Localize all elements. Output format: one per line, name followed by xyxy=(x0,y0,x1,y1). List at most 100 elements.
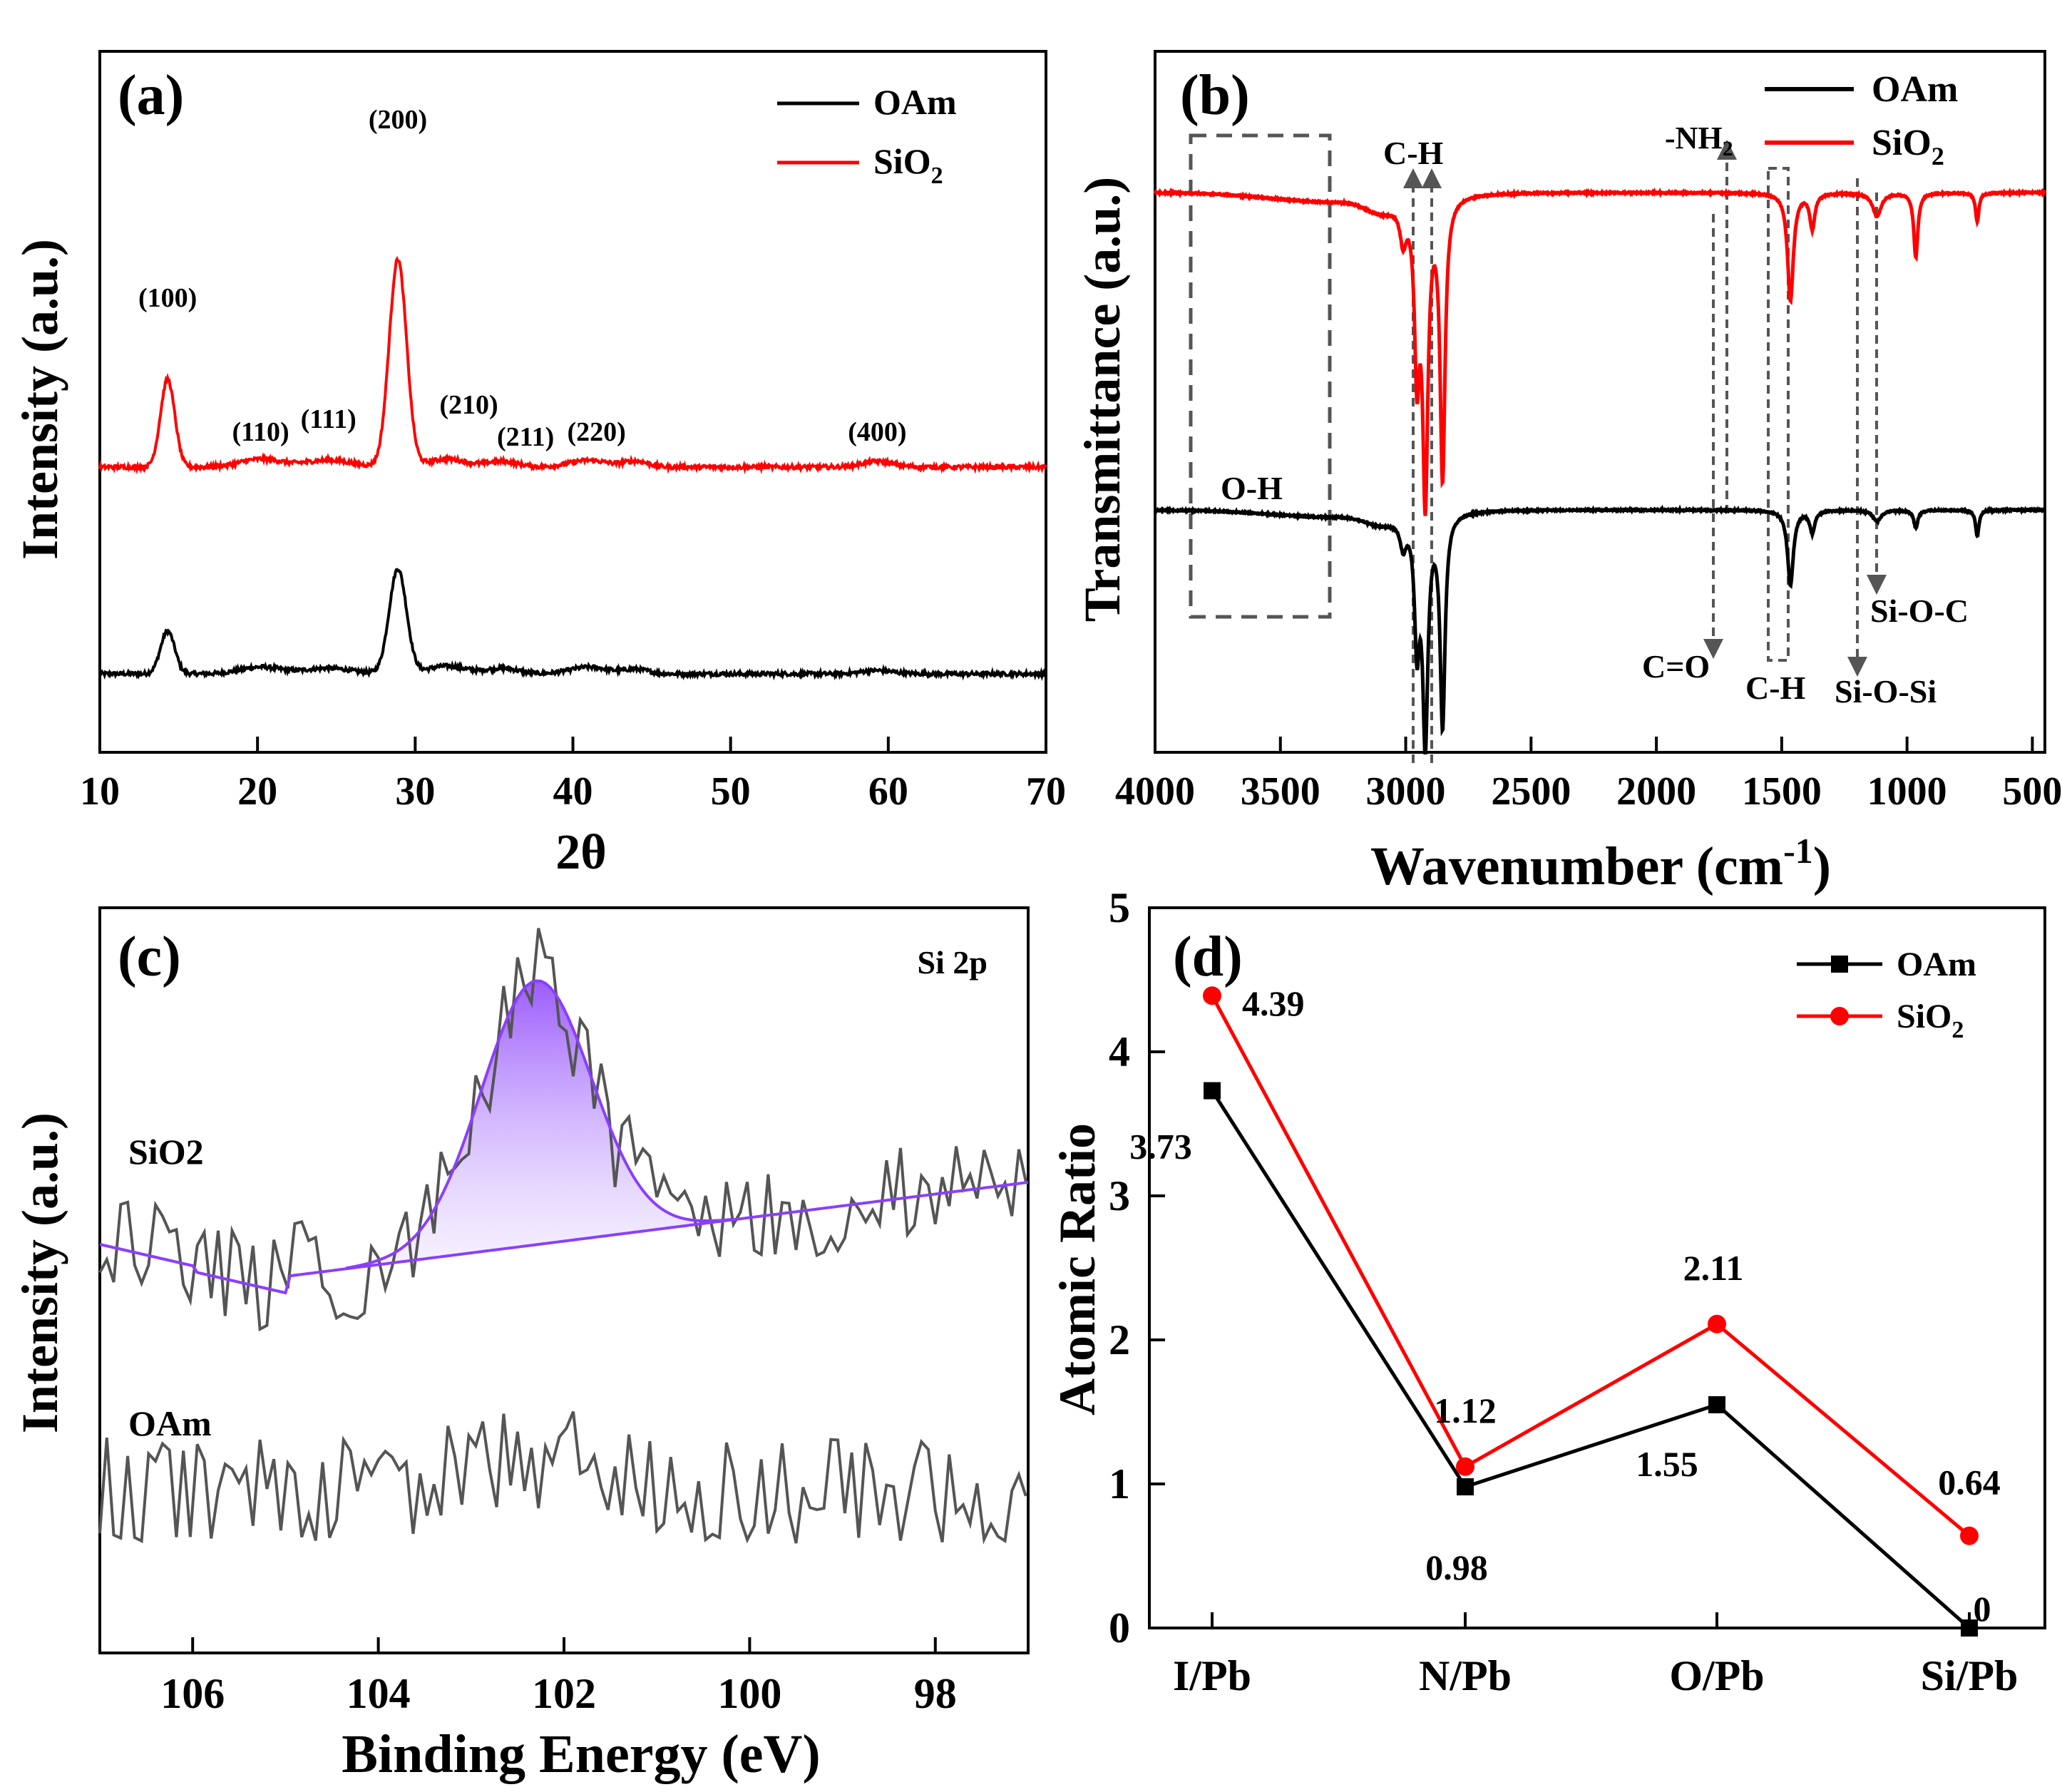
panel-c-fit-peak-area xyxy=(364,981,713,1266)
peak-label: (200) xyxy=(369,105,427,135)
panel-c-label: (c) xyxy=(118,926,181,988)
band-label-sioc: Si-O-C xyxy=(1870,593,1969,629)
ch-bend-box xyxy=(1767,167,1790,662)
panel-a-series-sio2 xyxy=(98,255,1047,475)
x-tick-label: O/Pb xyxy=(1669,1652,1764,1699)
data-label-OAm: 0 xyxy=(1974,1589,1991,1629)
panel-c-series-label-sio2: SiO2 xyxy=(128,1132,204,1172)
panel-b-series-sio2 xyxy=(1153,187,2047,516)
panel-d-y-ticks: 0 1 2 3 4 5 xyxy=(1109,884,1165,1652)
legend-oam-label: OAm xyxy=(1872,69,1958,110)
band-label-ch-stretch: C-H xyxy=(1383,135,1444,171)
panel-a-y-axis-title: Intensity (a.u.) xyxy=(11,239,68,560)
x-tick-label: 20 xyxy=(237,769,277,814)
panel-a-legend: OAm SiO2 xyxy=(777,82,957,189)
y-tick-label: 2 xyxy=(1109,1316,1130,1363)
panel-c-series-oam xyxy=(98,1410,1027,1545)
oh-band-box xyxy=(1189,133,1332,619)
panel-b-x-tick-labels: 4000 3500 3000 2500 2000 1500 1000 500 xyxy=(1115,769,2062,814)
data-label-OAm: 1.55 xyxy=(1636,1444,1698,1484)
peak-label: (100) xyxy=(138,283,197,313)
panel-b-x-axis-title: Wavenumber (cm-1) xyxy=(1370,831,1831,896)
legend-oam-label: OAm xyxy=(1897,946,1976,983)
panel-b-frame xyxy=(1154,50,2046,754)
marker-SiO2 xyxy=(1203,986,1221,1005)
band-label-oh: O-H xyxy=(1221,470,1283,506)
panel-c-fit-envelope xyxy=(345,979,732,1270)
band-label-co: C=O xyxy=(1642,648,1710,685)
panel-d-label: (d) xyxy=(1173,926,1243,988)
x-tick-label: 98 xyxy=(914,1670,957,1717)
peak-label: (400) xyxy=(848,417,906,447)
panel-b-x-ticks xyxy=(1154,737,2034,752)
x-tick-label: 3500 xyxy=(1241,769,1320,814)
panel-a-x-tick-labels: 10 20 30 40 50 60 70 xyxy=(80,769,1066,814)
x-tick-label: 100 xyxy=(717,1670,781,1717)
peak-label: (220) xyxy=(568,417,626,447)
x-tick-label: 60 xyxy=(868,769,908,814)
x-tick-label: 106 xyxy=(160,1670,225,1717)
x-tick-label: 104 xyxy=(347,1670,411,1717)
peak-label: (111) xyxy=(301,404,357,434)
legend-sio2-label: SiO2 xyxy=(1872,123,1944,170)
x-tick-label: N/Pb xyxy=(1419,1652,1512,1699)
marker-SiO2 xyxy=(1960,1526,1979,1545)
panel-c-title: Si 2p xyxy=(918,944,988,981)
panel-d-frame xyxy=(1148,906,2046,1629)
panel-a-x-axis-title: 2θ xyxy=(555,825,607,880)
x-tick-label: 70 xyxy=(1026,769,1066,814)
peak-label: (211) xyxy=(497,422,554,452)
peak-label: (210) xyxy=(439,390,498,420)
x-tick-label: 10 xyxy=(80,769,120,814)
band-label-ch-bend: C-H xyxy=(1745,670,1806,706)
panel-d-series xyxy=(1203,986,1979,1637)
peak-label: (110) xyxy=(232,417,289,447)
marker-SiO2 xyxy=(1708,1314,1726,1333)
series-line-OAm xyxy=(1210,1090,1971,1629)
panel-a-xrd: (a) OAm SiO2 10 20 30 40 50 60 70 (100)(110) (1… xyxy=(11,50,1066,880)
panel-a-label: (a) xyxy=(118,64,184,127)
panel-a-series-oam xyxy=(98,568,1047,682)
legend-oam-label: OAm xyxy=(873,82,957,122)
panel-c-xps: (c) Si 2p SiO2 OAm 106 104 102 100 98 Bindin… xyxy=(11,906,1030,1784)
panel-c-y-axis-title: Intensity (a.u.) xyxy=(11,1112,68,1433)
x-tick-label: 1000 xyxy=(1867,769,1947,814)
legend-sio2-label: SiO2 xyxy=(873,141,943,189)
panel-c-x-axis-title: Binding Energy (eV) xyxy=(342,1724,820,1784)
panel-a-peak-labels: (100) (110) (111) (200) (210)(211) (220) (400) xyxy=(138,105,907,452)
x-tick-label: 2000 xyxy=(1616,769,1696,814)
data-label-SiO2: 0.64 xyxy=(1938,1463,2001,1502)
y-tick-label: 4 xyxy=(1109,1028,1130,1075)
panel-c-background-fit xyxy=(99,1181,1029,1295)
data-label-SiO2: 1.12 xyxy=(1434,1391,1497,1430)
panel-a-x-ticks xyxy=(98,737,1047,752)
panel-c-x-ticks xyxy=(191,1637,937,1653)
panel-b-series-oam xyxy=(1154,504,2046,755)
panel-b-legend: OAm SiO2 xyxy=(1765,69,1958,170)
panel-d-y-axis-title: Atomic Ratio xyxy=(1049,1123,1106,1415)
marker-OAm xyxy=(1457,1478,1474,1496)
x-tick-label: 4000 xyxy=(1115,769,1195,814)
y-tick-label: 0 xyxy=(1109,1604,1130,1652)
data-label-OAm: 0.98 xyxy=(1425,1547,1488,1587)
band-label-siosi: Si-O-Si xyxy=(1835,673,1937,710)
data-label-SiO2: 4.39 xyxy=(1242,983,1305,1023)
panel-b-y-axis-title: Transmittance (a.u.) xyxy=(1074,177,1131,623)
marker-SiO2 xyxy=(1456,1457,1474,1476)
panel-c-series-label-oam: OAm xyxy=(128,1403,212,1443)
x-tick-label: 102 xyxy=(532,1670,596,1717)
panel-d-atomic-ratio: (d) OAm SiO2 0 1 2 3 4 5 I/Pb N/Pb O/Pb Si/Pb 3.… xyxy=(1049,884,2046,1699)
legend-sio2-label: SiO2 xyxy=(1897,998,1964,1043)
x-tick-label: I/Pb xyxy=(1173,1652,1251,1699)
x-tick-label: 3000 xyxy=(1366,769,1446,814)
marker-OAm xyxy=(1204,1082,1221,1100)
panel-b-ftir: (b) OAm SiO2 4000 3500 3000 2500 2000 1500 100… xyxy=(1074,50,2062,896)
data-label-OAm: 3.73 xyxy=(1129,1127,1192,1167)
y-tick-label: 3 xyxy=(1109,1172,1130,1219)
panel-d-data-labels: 3.73 0.98 1.55 0 4.39 1.12 2.11 0.64 xyxy=(1129,983,2001,1629)
x-tick-label: Si/Pb xyxy=(1921,1652,2019,1699)
x-tick-label: 50 xyxy=(711,769,751,814)
panel-b-label: (b) xyxy=(1180,64,1250,127)
y-tick-label: 5 xyxy=(1109,884,1130,931)
